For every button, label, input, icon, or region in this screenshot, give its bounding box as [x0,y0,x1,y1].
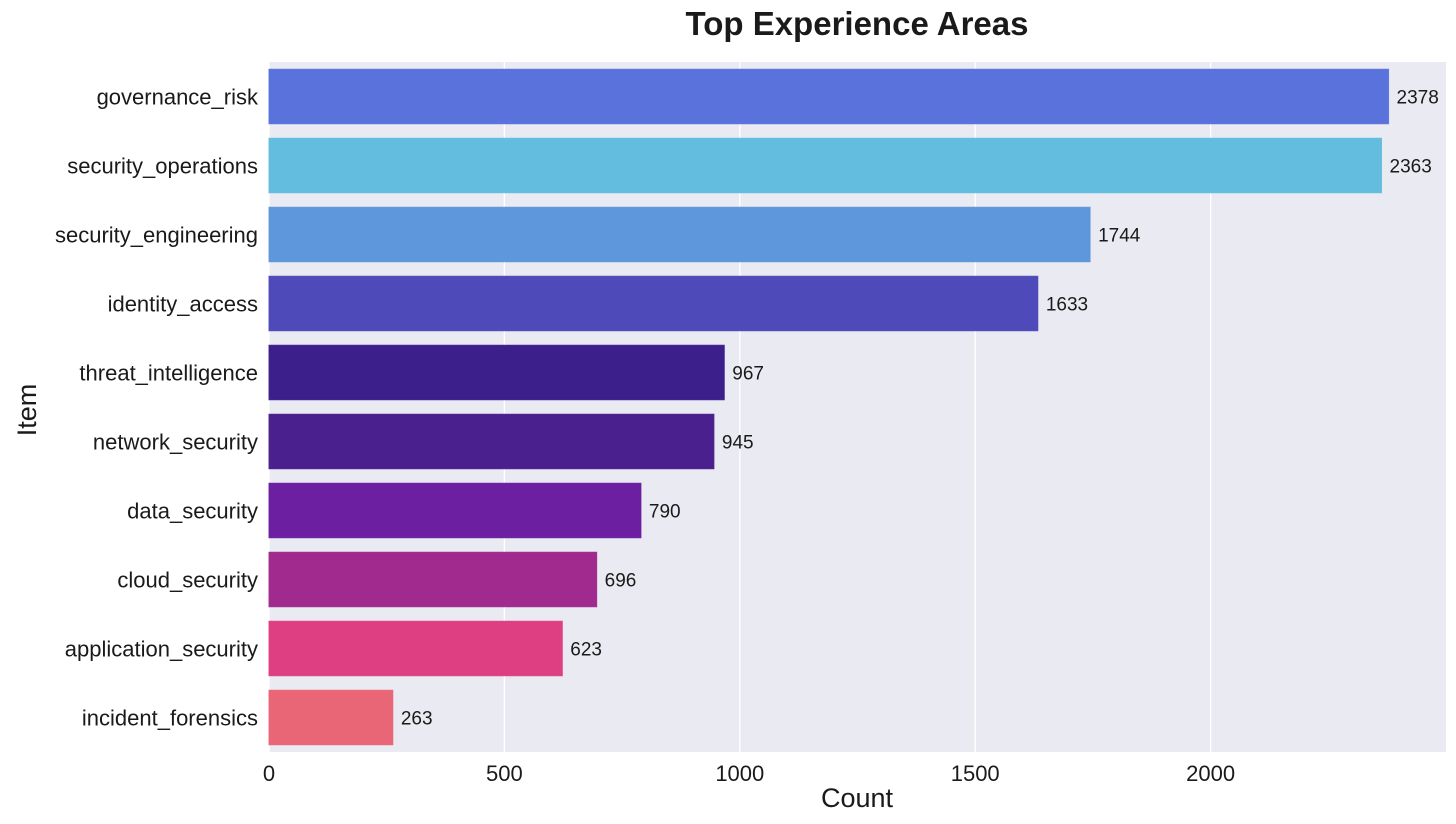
x-tick-label: 1500 [951,761,1000,786]
bar-application-security [268,620,563,677]
bar-security-engineering [268,206,1091,263]
bar-data-security [268,482,642,539]
y-tick-label: network_security [93,430,258,455]
x-tick-label: 500 [486,761,523,786]
x-tick-labels: 0 500 1000 1500 2000 [263,761,1235,786]
data-labels: 2378 2363 1744 1633 967 945 790 696 623 263 [401,88,1439,730]
data-label: 2378 [1397,88,1439,109]
x-tick-label: 1000 [715,761,764,786]
y-tick-label: threat_intelligence [79,361,258,386]
data-label: 2363 [1390,157,1432,178]
y-tick-label: identity_access [108,292,258,317]
bar-governance-risk [268,68,1390,125]
y-tick-label: security_engineering [55,223,258,248]
data-label: 790 [649,502,681,523]
data-label: 945 [722,433,754,454]
y-tick-label: security_operations [67,154,258,179]
x-tick-label: 0 [263,761,275,786]
x-tick-label: 2000 [1186,761,1235,786]
y-axis-label: Item [12,384,42,437]
data-label: 967 [732,364,764,385]
data-label: 1633 [1046,295,1088,316]
data-label: 1744 [1098,226,1141,247]
x-axis-label: Count [821,783,894,813]
data-label: 263 [401,709,433,730]
y-tick-label: cloud_security [117,568,258,593]
y-tick-label: application_security [65,637,258,662]
bar-threat-intelligence [268,344,725,401]
bar-identity-access [268,275,1039,332]
y-tick-label: governance_risk [97,85,259,110]
y-tick-label: data_security [127,499,258,524]
chart-title: Top Experience Areas [686,5,1029,42]
data-label: 696 [605,571,637,592]
bar-incident-forensics [268,689,394,746]
bar-network-security [268,413,715,470]
y-tick-label: incident_forensics [82,706,258,731]
y-tick-labels: governance_risk security_operationssecuri… [55,85,259,731]
bars [268,68,1390,746]
bar-security-operations [268,137,1383,194]
bar-cloud-security [268,551,598,608]
data-label: 623 [570,640,602,661]
